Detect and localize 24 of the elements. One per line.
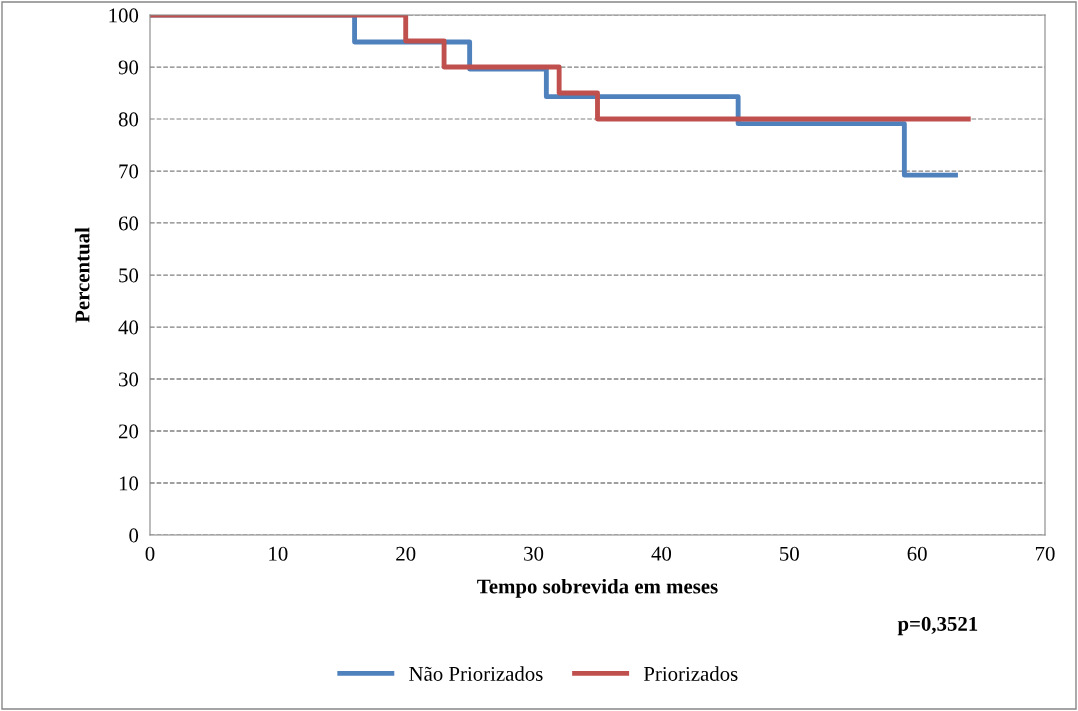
y-tick-label: 90	[118, 60, 139, 75]
text: p=0,3521	[897, 616, 978, 636]
x-tick-label: 50	[780, 546, 799, 561]
y-tick-label: 30	[119, 372, 139, 387]
y-tick-label: 60	[118, 216, 139, 231]
y-tick-label: 100	[109, 8, 139, 23]
x-tick-label: 0	[145, 546, 155, 561]
x-tick-label: 60	[907, 546, 927, 561]
y-tick-label: 50	[119, 268, 139, 283]
y-tick-label: 0	[129, 528, 139, 543]
legend-label: Não Priorizados	[409, 666, 543, 681]
x-tick-label: 20	[396, 546, 416, 561]
x-tick-label: 10	[269, 546, 288, 561]
x-tick-label: 30	[524, 546, 544, 561]
legend-label: Priorizados	[643, 666, 738, 681]
y-tick-label: 10	[119, 476, 139, 491]
y-tick-label: 80	[118, 112, 139, 127]
x-tick-label: 40	[651, 546, 672, 561]
x-axis-title: Tempo sobrevida em meses	[477, 578, 718, 598]
y-axis-title: Percentual	[74, 227, 90, 323]
y-tick-label: 40	[118, 320, 139, 335]
y-tick-label: 20	[118, 424, 139, 439]
x-tick-label: 70	[1035, 546, 1055, 561]
y-tick-label: 70	[119, 164, 139, 179]
